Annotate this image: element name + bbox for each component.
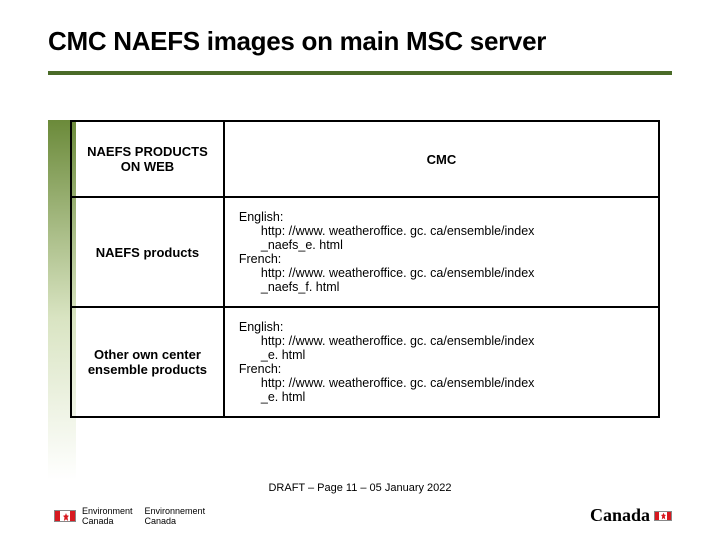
url-text: _naefs_e. html — [239, 238, 644, 252]
lang-label: French: — [239, 252, 644, 266]
footer-right: Canada — [590, 505, 672, 526]
footer-left: Environment Canada Environnement Canada — [54, 506, 205, 526]
canada-wordmark: Canada — [590, 505, 650, 526]
url-text: http: //www. weatheroffice. gc. ca/ensem… — [239, 266, 644, 280]
title-rule — [48, 71, 672, 75]
url-text: http: //www. weatheroffice. gc. ca/ensem… — [239, 376, 644, 390]
dept-name-fr: Environnement Canada — [145, 506, 206, 526]
page-title: CMC NAEFS images on main MSC server — [48, 26, 672, 57]
row-content: English: http: //www. weatheroffice. gc.… — [224, 197, 659, 307]
url-text: http: //www. weatheroffice. gc. ca/ensem… — [239, 334, 644, 348]
header-cell-right: CMC — [224, 121, 659, 197]
dept-line: Environnement — [145, 506, 206, 516]
table-header-row: NAEFS PRODUCTS ON WEB CMC — [71, 121, 659, 197]
canada-flag-icon — [654, 511, 672, 521]
table-container: NAEFS PRODUCTS ON WEB CMC NAEFS products… — [70, 120, 660, 418]
slide: CMC NAEFS images on main MSC server NAEF… — [0, 0, 720, 540]
row-content: English: http: //www. weatheroffice. gc.… — [224, 307, 659, 417]
lang-label: English: — [239, 320, 644, 334]
url-text: _e. html — [239, 348, 644, 362]
dept-line: Environment — [82, 506, 133, 516]
dept-line: Canada — [82, 516, 133, 526]
url-text: _e. html — [239, 390, 644, 404]
url-text: _naefs_f. html — [239, 280, 644, 294]
lang-label: English: — [239, 210, 644, 224]
canada-flag-icon — [54, 510, 76, 522]
dept-line: Canada — [145, 516, 206, 526]
table-row: NAEFS products English: http: //www. wea… — [71, 197, 659, 307]
title-container: CMC NAEFS images on main MSC server — [0, 0, 720, 65]
row-label: Other own center ensemble products — [71, 307, 224, 417]
draft-line: DRAFT – Page 11 – 05 January 2022 — [0, 482, 720, 494]
header-cell-left: NAEFS PRODUCTS ON WEB — [71, 121, 224, 197]
url-text: http: //www. weatheroffice. gc. ca/ensem… — [239, 224, 644, 238]
products-table: NAEFS PRODUCTS ON WEB CMC NAEFS products… — [70, 120, 660, 418]
lang-label: French: — [239, 362, 644, 376]
table-row: Other own center ensemble products Engli… — [71, 307, 659, 417]
dept-name-en: Environment Canada — [82, 506, 133, 526]
row-label: NAEFS products — [71, 197, 224, 307]
